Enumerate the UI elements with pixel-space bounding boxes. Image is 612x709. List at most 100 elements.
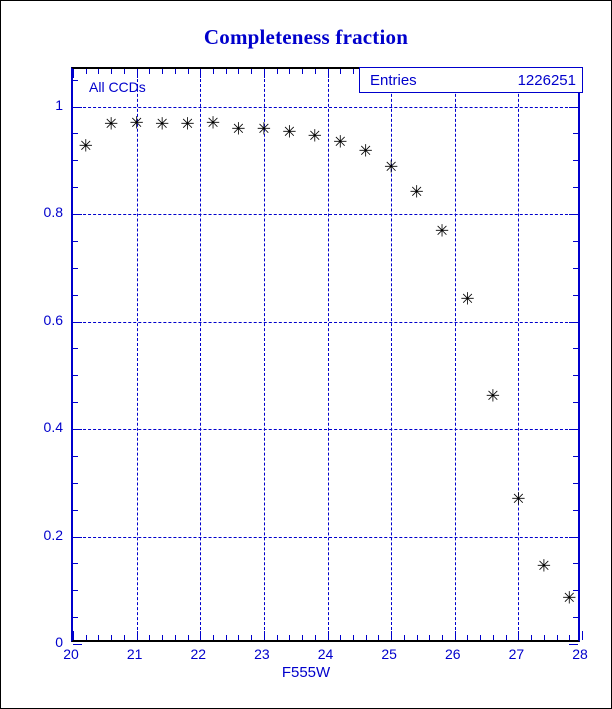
gridline-vertical (391, 69, 393, 640)
y-axis-tick (573, 160, 578, 162)
y-axis-tick (73, 348, 78, 350)
x-tick-label: 22 (190, 646, 207, 662)
x-axis-tick (174, 69, 176, 74)
gridline-vertical (136, 69, 138, 640)
x-axis-tick (136, 69, 138, 78)
x-axis-tick (174, 635, 176, 640)
stats-box: Entries 1226251 (359, 67, 583, 93)
x-axis-tick (467, 635, 469, 640)
x-tick-label: 27 (508, 646, 525, 662)
y-axis-tick (73, 429, 82, 431)
gridline-horizontal (73, 321, 578, 323)
y-tick-label: 0.2 (43, 526, 63, 543)
y-axis-tick (573, 590, 578, 592)
page-title: Completeness fraction (203, 25, 409, 49)
y-axis-tick (73, 267, 78, 269)
x-axis-tick (391, 631, 393, 640)
y-tick-label: 0.8 (43, 204, 63, 221)
x-tick-label: 21 (126, 646, 143, 662)
gridline-horizontal (73, 106, 578, 108)
x-axis-tick (187, 635, 189, 640)
data-point-marker: ✳ (485, 386, 501, 407)
data-point-marker: ✳ (231, 119, 246, 140)
x-axis-title: F555W (281, 664, 331, 681)
x-axis-tick (85, 635, 87, 640)
x-axis-tick (225, 635, 227, 640)
x-axis-tick (136, 631, 138, 640)
y-axis-tick (569, 429, 578, 431)
x-axis-tick (340, 69, 342, 74)
x-axis-tick (98, 69, 100, 74)
x-tick-label: 23 (254, 646, 270, 662)
y-axis-tick (73, 644, 82, 645)
data-point-marker: ✳ (78, 136, 93, 157)
data-point-marker: ✳ (511, 489, 526, 510)
x-axis-tick (403, 635, 405, 640)
y-axis-tick (573, 509, 578, 511)
y-tick-label: 0.6 (43, 311, 63, 328)
data-point-marker: ✳ (205, 113, 221, 134)
x-axis-tick (238, 635, 240, 640)
data-point-marker: ✳ (307, 126, 322, 147)
gridline-vertical (263, 69, 265, 640)
x-axis-tick (200, 69, 202, 78)
x-axis-tick (480, 635, 482, 640)
y-axis-tick (573, 267, 578, 269)
x-axis-tick (569, 635, 571, 640)
x-axis-tick (365, 635, 367, 640)
x-axis-tick (352, 69, 354, 74)
data-point-marker: ✳ (282, 122, 297, 143)
y-axis-tick (573, 375, 578, 377)
y-axis-tick (73, 160, 78, 162)
y-axis-tick (573, 617, 578, 619)
y-axis-tick (73, 294, 78, 296)
y-axis-tick (573, 133, 578, 135)
x-axis-tick (238, 69, 240, 74)
data-point-marker: ✳ (434, 221, 450, 242)
x-axis-tick (111, 69, 113, 74)
y-axis-tick (573, 402, 578, 404)
y-axis-tick (73, 214, 82, 216)
x-axis-tick (429, 635, 431, 640)
gridline-horizontal (73, 536, 578, 538)
y-tick-label: 1 (55, 96, 63, 113)
y-axis-tick (573, 294, 578, 296)
y-axis-tick (573, 187, 578, 189)
x-axis-tick (251, 69, 253, 74)
x-axis-tick (162, 635, 164, 640)
x-axis-tick (556, 635, 558, 640)
gridline-horizontal (73, 214, 578, 216)
x-axis-tick (582, 631, 583, 640)
x-axis-tick (200, 631, 202, 640)
y-axis-tick (73, 187, 78, 189)
gridline-vertical (518, 69, 520, 640)
data-point-marker: ✳ (409, 182, 424, 203)
y-axis-tick (73, 590, 78, 592)
y-axis-tick (573, 348, 578, 350)
y-axis-tick (573, 240, 578, 242)
x-tick-label: 26 (444, 646, 461, 662)
x-axis-tick (225, 69, 227, 74)
x-axis-tick (378, 635, 380, 640)
y-axis-tick (569, 536, 578, 538)
y-axis-tick (73, 79, 78, 81)
x-tick-label: 25 (381, 646, 397, 662)
x-axis-tick (289, 635, 291, 640)
x-tick-label: 28 (572, 646, 588, 662)
legend-label-all-ccds: All CCDs (89, 79, 146, 95)
y-tick-label: 0.4 (43, 419, 63, 436)
gridline-horizontal (73, 429, 578, 431)
x-axis-tick (302, 635, 304, 640)
y-axis-tick (569, 321, 578, 323)
y-axis-tick (73, 509, 78, 511)
x-axis-tick (327, 631, 329, 640)
x-axis-tick (73, 69, 74, 78)
x-axis-tick (518, 631, 520, 640)
y-axis-tick (73, 133, 78, 135)
data-point-marker: ✳ (180, 114, 195, 135)
plot-area: ✳ ✳ ✳ ✳ ✳ ✳ ✳ ✳ ✳ ✳ ✳ ✳ ✳ ✳ ✳ ✳ ✳ ✳ ✳ ✳ (71, 67, 583, 645)
x-axis-tick (85, 69, 87, 74)
y-axis-tick (73, 455, 78, 457)
x-axis-tick (531, 635, 533, 640)
